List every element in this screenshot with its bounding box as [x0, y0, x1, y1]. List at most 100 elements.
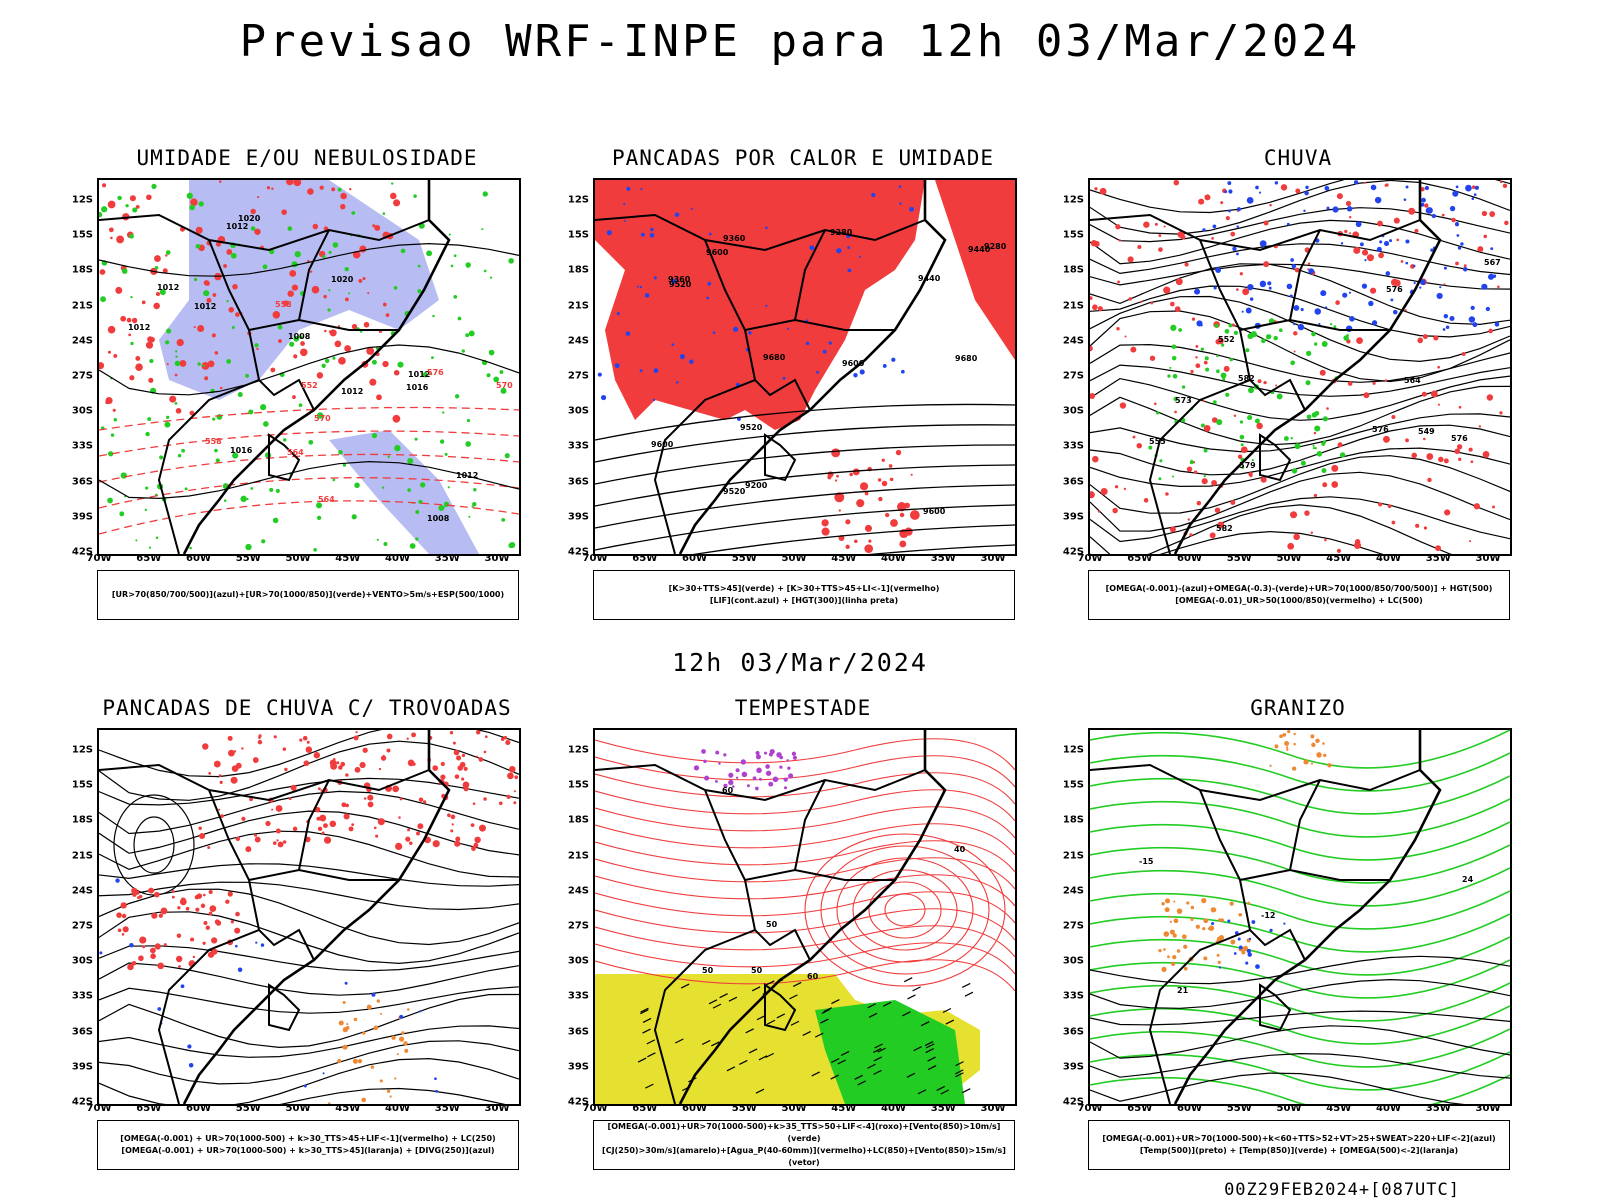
lon-tick-label: 40W — [385, 553, 410, 564]
lat-tick-label: 36S — [567, 476, 589, 488]
lon-tick-label: 55W — [731, 553, 757, 564]
lat-tick-label: 33S — [567, 440, 589, 452]
lat-tick-label: 30S — [1062, 405, 1084, 417]
contour-label: 9520 — [723, 487, 746, 496]
lat-tick-label: 39S — [1062, 1061, 1084, 1073]
contour-label: 50 — [751, 966, 763, 975]
contour-label: 1012 — [226, 222, 248, 231]
contour-label: 564 — [287, 448, 304, 457]
contour-label: 1012 — [128, 323, 150, 332]
lat-tick-label: 12S — [1062, 744, 1084, 756]
lon-tick-label: 45W — [1326, 553, 1352, 564]
lon-tick-label: 50W — [285, 553, 311, 564]
lat-tick-label: 21S — [1062, 300, 1084, 312]
contour-label: 579 — [1239, 461, 1256, 470]
lon-tick-label: 30W — [1475, 553, 1501, 564]
lat-tick-label: 27S — [567, 920, 589, 932]
lon-tick-label: 45W — [831, 1103, 857, 1114]
lat-tick-label: 36S — [567, 1026, 589, 1038]
lon-tick-label: 65W — [632, 553, 658, 564]
lat-tick-label: 12S — [567, 744, 589, 756]
lon-tick-label: 30W — [484, 1103, 510, 1114]
lon-tick-label: 35W — [434, 1103, 460, 1114]
contour-label: 570 — [496, 381, 513, 390]
lon-tick-label: 45W — [831, 553, 857, 564]
contour-label: 1012 — [408, 370, 430, 379]
lon-tick-label: 60W — [682, 553, 707, 564]
contour-label: 21 — [1177, 986, 1189, 995]
lat-tick-label: 36S — [71, 1026, 93, 1038]
lat-tick-label: 18S — [567, 264, 589, 276]
map-canvas: 1012101210081012101610201012101210121016… — [99, 180, 519, 554]
lat-tick-label: 30S — [1062, 955, 1084, 967]
lat-tick-label: 33S — [567, 990, 589, 1002]
lat-tick-label: 30S — [71, 955, 93, 967]
lon-tick-label: 50W — [1276, 1103, 1302, 1114]
map-canvas: -12 -15 21 24 — [1090, 730, 1510, 1104]
lat-tick-label: 42S — [567, 546, 589, 558]
contour-label: 564 — [1404, 376, 1421, 385]
lat-tick-label: 24S — [567, 335, 589, 347]
panel-legend: [OMEGA(-0.001)+UR>70(1000-500)+k>35_TTS>… — [593, 1120, 1015, 1170]
lat-tick-label: 18S — [1062, 264, 1084, 276]
contour-label: -12 — [1261, 911, 1275, 920]
lon-tick-label: 60W — [1177, 1103, 1202, 1114]
lat-tick-label: 12S — [1062, 194, 1084, 206]
lat-tick-label: 15S — [1062, 779, 1084, 791]
contour-label: 9680 — [955, 354, 978, 363]
lat-tick-label: 12S — [71, 744, 93, 756]
longitude-axis: 70W 65W 60W 55W 50W 45W 40W 35W 30W — [1078, 553, 1508, 567]
lon-tick-label: 50W — [285, 1103, 311, 1114]
lat-tick-label: 24S — [567, 885, 589, 897]
lon-tick-label: 70W — [582, 553, 608, 564]
lon-tick-label: 55W — [235, 553, 261, 564]
contour-label: 552 — [1218, 335, 1235, 344]
contour-label: 1020 — [331, 275, 354, 284]
map-canvas — [99, 730, 519, 1104]
contour-label: 582 — [1238, 374, 1255, 383]
lon-tick-label: 70W — [86, 1103, 112, 1114]
lon-tick-label: 65W — [1127, 1103, 1153, 1114]
lat-tick-label: 42S — [71, 546, 93, 558]
contour-label: 567 — [1484, 258, 1501, 267]
lon-tick-label: 45W — [335, 1103, 361, 1114]
latitude-axis: 12S 15S 18S 21S 24S 27S 30S 33S 36S 39S 42S — [1050, 178, 1084, 558]
contour-label: 9360 — [723, 234, 746, 243]
lon-tick-label: 70W — [582, 1103, 608, 1114]
lat-tick-label: 30S — [71, 405, 93, 417]
lon-tick-label: 70W — [1077, 1103, 1103, 1114]
contour-label: 24 — [1462, 875, 1474, 884]
lat-tick-label: 18S — [567, 814, 589, 826]
contour-label: 9600 — [706, 248, 729, 257]
lon-tick-label: 30W — [980, 1103, 1006, 1114]
lat-tick-label: 12S — [567, 194, 589, 206]
lat-tick-label: 33S — [71, 440, 93, 452]
lat-tick-label: 27S — [71, 920, 93, 932]
latitude-axis: 12S 15S 18S 21S 24S 27S 30S 33S 36S 39S 42S — [1050, 728, 1084, 1108]
contour-label: 40 — [954, 845, 966, 854]
longitude-axis: 70W 65W 60W 55W 50W 45W 40W 35W 30W — [1078, 1103, 1508, 1117]
lat-tick-label: 15S — [71, 229, 93, 241]
contour-label: 573 — [1175, 396, 1192, 405]
legend-line: [LIF](cont.azul) + [HGT(300)](linha pret… — [709, 596, 899, 605]
lon-tick-label: 35W — [1425, 1103, 1451, 1114]
panel-title: PANCADAS POR CALOR E UMIDADE — [611, 146, 994, 170]
panel-legend: [OMEGA(-0.001)-(azul)+OMEGA(-0.3)-(verde… — [1088, 570, 1510, 620]
lon-tick-label: 50W — [1276, 553, 1302, 564]
contour-label: 60 — [807, 972, 819, 981]
lat-tick-label: 42S — [567, 1096, 589, 1108]
longitude-axis: 70W 65W 60W 55W 50W 45W 40W 35W 30W — [87, 553, 517, 567]
lat-tick-label: 21S — [1062, 850, 1084, 862]
lon-tick-label: 60W — [1177, 553, 1202, 564]
lat-tick-label: 12S — [71, 194, 93, 206]
contour-label: 576 — [427, 368, 444, 377]
panel-legend: [K>30+TTS>45](verde) + [K>30+TTS>45+LI<-… — [593, 570, 1015, 620]
lon-tick-label: 55W — [1226, 553, 1252, 564]
map-panel: -12 -15 21 24 — [1088, 728, 1512, 1106]
lat-tick-label: 27S — [71, 370, 93, 382]
lat-tick-label: 36S — [1062, 476, 1084, 488]
lat-tick-label: 15S — [567, 229, 589, 241]
lat-tick-label: 27S — [1062, 920, 1084, 932]
legend-line: [UR>70(850/700/500)](azul)+[UR>70(1000/8… — [111, 590, 505, 599]
lon-tick-label: 60W — [186, 553, 211, 564]
